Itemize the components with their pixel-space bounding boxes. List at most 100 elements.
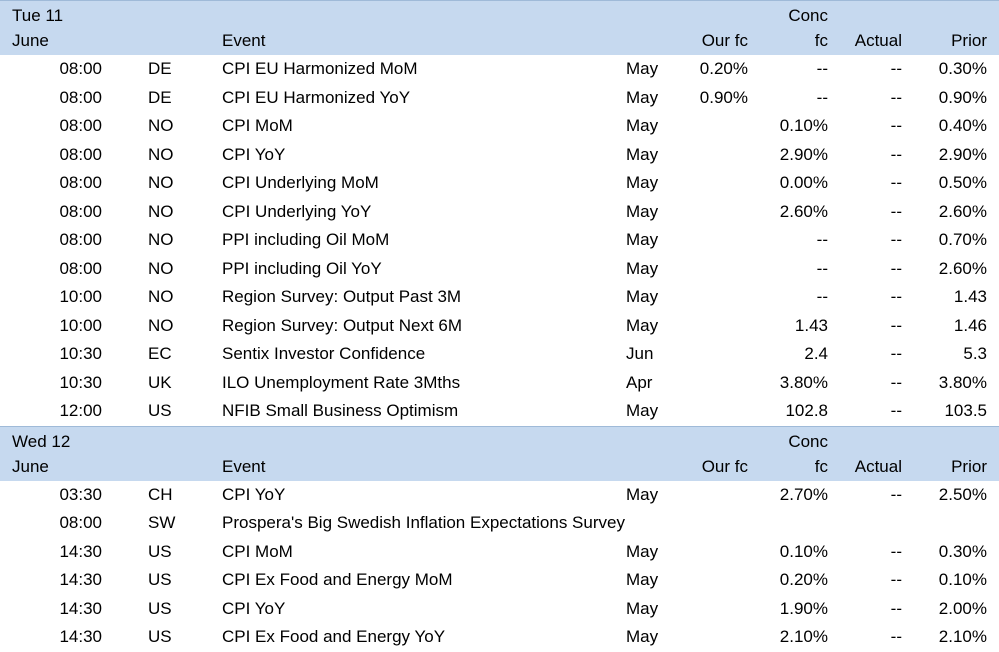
cell-time: 03:30 [59, 484, 102, 504]
cell-event: Region Survey: Output Past 3M [222, 287, 462, 306]
cell-prior: 2.60% [938, 258, 987, 278]
cell-period: Apr [626, 372, 653, 392]
cell-country: DE [148, 59, 172, 78]
day-month: June [12, 456, 49, 476]
col-header-actual: Actual [854, 456, 902, 476]
col-header-conc: Conc [788, 6, 828, 25]
cell-actual: -- [890, 116, 902, 135]
table-row: 14:30 US CPI MoM May 0.10% -- 0.30% [0, 538, 999, 567]
cell-event: CPI MoM [222, 541, 293, 561]
cell-event: Region Survey: Output Next 6M [222, 315, 463, 335]
cell-period: May [626, 258, 659, 278]
cell-actual: -- [890, 627, 902, 646]
cell-event: CPI EU Harmonized MoM [222, 59, 418, 78]
cell-conc-fc: 1.43 [794, 315, 828, 335]
table-row: 08:00 NO CPI Underlying YoY May 2.60% -- 2.60% [0, 198, 999, 227]
cell-event: CPI YoY [222, 484, 286, 504]
cell-time: 10:00 [59, 287, 102, 306]
cell-event: CPI YoY [222, 598, 286, 618]
table-row: 14:30 US CPI Ex Food and Energy MoM May 0.20… [0, 566, 999, 595]
cell-period: May [626, 541, 659, 561]
day-month: June [12, 31, 49, 50]
cell-prior: 2.50% [938, 484, 987, 504]
cell-country: NO [148, 173, 174, 192]
cell-country: NO [148, 287, 174, 306]
cell-period: May [626, 87, 659, 107]
cell-country: US [148, 627, 172, 646]
cell-period: May [626, 59, 659, 78]
cell-period: May [626, 230, 659, 249]
table-row: 08:00 SW Prospera's Big Swedish Inflation … [0, 509, 999, 538]
col-header-actual: Actual [854, 31, 902, 50]
cell-actual: -- [890, 484, 902, 504]
table-row: 12:00 US NFIB Small Business Optimism May 10… [0, 397, 999, 426]
cell-country: NO [148, 258, 174, 278]
cell-conc-fc: 0.00% [779, 173, 828, 192]
cell-country: NO [148, 201, 174, 221]
table-row: 08:00 NO CPI Underlying MoM May 0.00% -- 0.50% [0, 169, 999, 198]
cell-prior: 0.30% [938, 59, 987, 78]
cell-conc-fc: -- [816, 230, 828, 249]
table-row: 08:00 NO CPI YoY May 2.90% -- 2.90% [0, 141, 999, 170]
cell-our-fc: 0.90% [699, 87, 748, 107]
cell-event: Prospera's Big Swedish Inflation Expecta… [222, 513, 625, 532]
cell-time: 08:00 [59, 173, 102, 192]
table-row: 10:00 NO Region Survey: Output Next 6M May 1… [0, 312, 999, 341]
cell-country: DE [148, 87, 172, 107]
table-row: 03:30 CH CPI YoY May 2.70% -- 2.50% [0, 481, 999, 510]
col-header-conc-fc: fc [814, 31, 828, 50]
cell-prior: 3.80% [938, 372, 987, 392]
day-date: Wed 12 [12, 431, 71, 451]
cell-event: NFIB Small Business Optimism [222, 401, 459, 420]
cell-country: NO [148, 230, 174, 249]
cell-event: Sentix Investor Confidence [222, 344, 426, 363]
cell-country: US [148, 570, 172, 589]
col-header-prior: Prior [951, 31, 987, 50]
cell-conc-fc: 2.70% [779, 484, 828, 504]
col-header-prior: Prior [951, 456, 987, 476]
cell-conc-fc: 3.80% [779, 372, 828, 392]
cell-actual: -- [890, 401, 902, 420]
day-rows: 03:30 CH CPI YoY May 2.70% -- 2.50% 08:00 SW Pros… [0, 481, 999, 652]
cell-prior: 0.50% [938, 173, 987, 192]
cell-prior: 5.3 [963, 344, 987, 363]
cell-actual: -- [890, 144, 902, 164]
cell-actual: -- [890, 87, 902, 107]
cell-event: CPI Underlying MoM [222, 173, 379, 192]
cell-period: May [626, 627, 659, 646]
cell-time: 10:30 [59, 372, 102, 392]
cell-conc-fc: 2.90% [779, 144, 828, 164]
cell-event: PPI including Oil YoY [222, 258, 382, 278]
cell-prior: 0.90% [938, 87, 987, 107]
cell-prior: 0.30% [938, 541, 987, 561]
cell-event: CPI Underlying YoY [222, 201, 372, 221]
cell-actual: -- [890, 541, 902, 561]
cell-period: May [626, 287, 659, 306]
cell-prior: 1.46 [953, 315, 987, 335]
table-row: 14:30 US CPI Ex Food and Energy YoY May 2.10… [0, 623, 999, 652]
cell-time: 12:00 [59, 401, 102, 420]
cell-prior: 0.70% [938, 230, 987, 249]
cell-country: CH [148, 484, 173, 504]
cell-country: US [148, 401, 172, 420]
cell-conc-fc: 1.90% [779, 598, 828, 618]
cell-period: May [626, 315, 659, 335]
cell-time: 14:30 [59, 627, 102, 646]
cell-event: CPI EU Harmonized YoY [222, 87, 411, 107]
cell-conc-fc: 0.10% [779, 541, 828, 561]
cell-country: NO [148, 144, 174, 164]
table-row: 14:30 US CPI YoY May 1.90% -- 2.00% [0, 595, 999, 624]
day-rows: 08:00 DE CPI EU Harmonized MoM May 0.20% -- --… [0, 55, 999, 426]
cell-prior: 103.5 [944, 401, 987, 420]
cell-actual: -- [890, 372, 902, 392]
cell-actual: -- [890, 173, 902, 192]
cell-period: May [626, 484, 659, 504]
cell-time: 14:30 [59, 570, 102, 589]
day-date: Tue 11 [12, 6, 64, 25]
cell-country: NO [148, 315, 174, 335]
cell-country: SW [148, 513, 176, 532]
cell-conc-fc: -- [816, 287, 828, 306]
cell-country: NO [148, 116, 174, 135]
table-row: 08:00 NO CPI MoM May 0.10% -- 0.40% [0, 112, 999, 141]
